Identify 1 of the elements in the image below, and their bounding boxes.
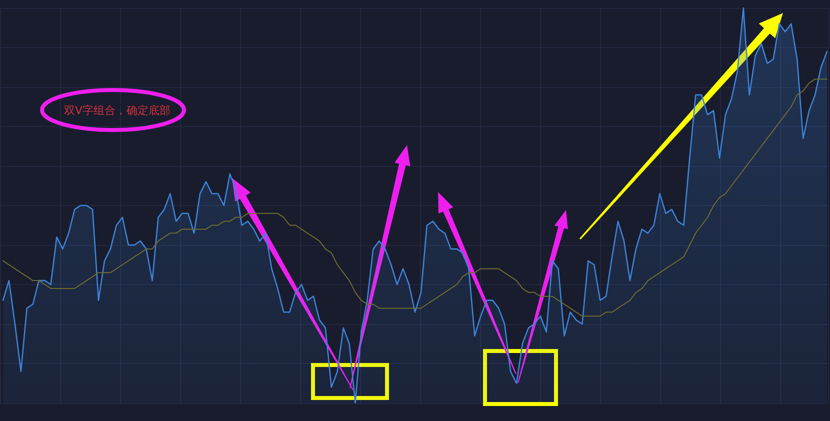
annotation: 双V字组合，确定底部 — [64, 104, 171, 118]
